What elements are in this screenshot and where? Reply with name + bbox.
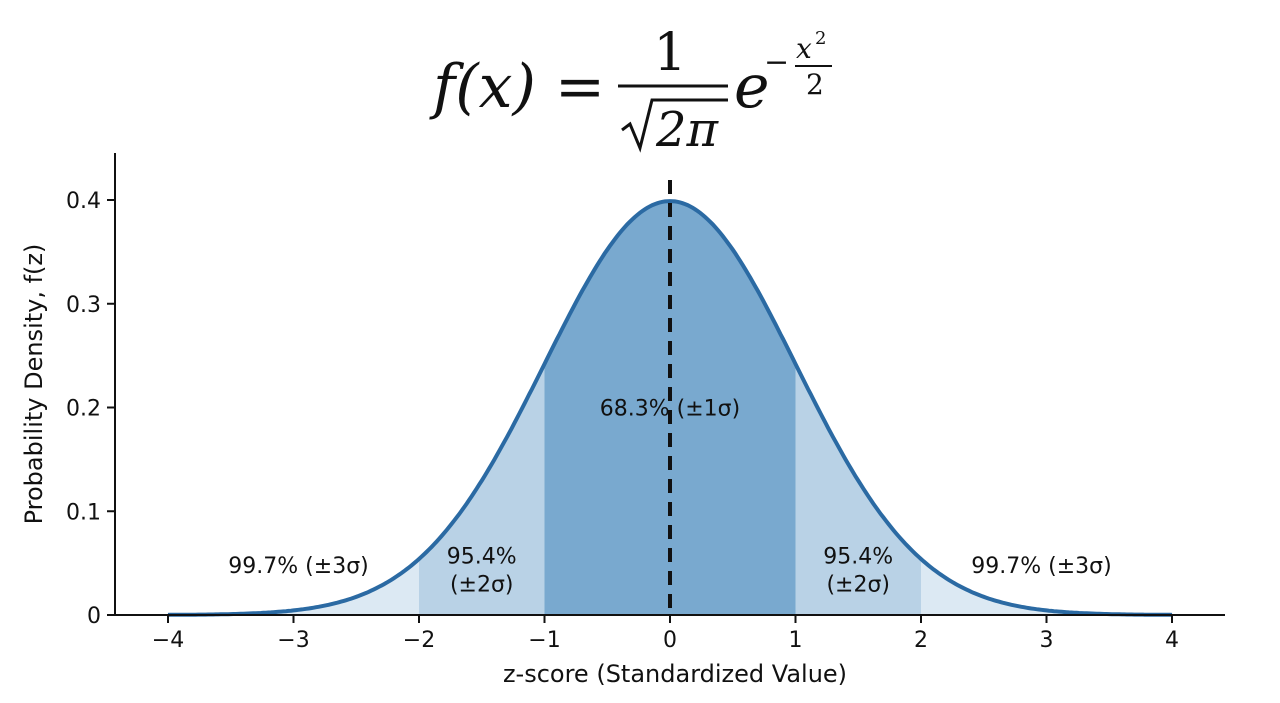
region-annotation-label: 95.4% [447,544,517,569]
y-tick-label: 0.2 [66,397,101,422]
y-tick-label: 0.1 [66,500,101,525]
region-0 [168,559,419,615]
region-annotation-label: 68.3% (±1σ) [600,397,740,422]
region-annotation-label: 99.7% (±3σ) [971,554,1111,579]
formula-numerator: 1 [653,23,686,83]
x-axis-ticks: −4 −3 −2 −1 0 1 2 3 4 [152,615,1179,653]
y-tick-label: 0.4 [66,189,101,214]
formula-lhs: f(x) = [429,52,605,122]
x-tick-label: −4 [152,628,184,653]
x-axis-label: z-score (Standardized Value) [503,660,847,688]
x-tick-label: 4 [1165,628,1179,653]
y-tick-label: 0.3 [66,293,101,318]
x-tick-label: −2 [403,628,435,653]
region-annotation-label: (±2σ) [826,572,890,597]
formula-exp-power: 2 [815,28,826,49]
x-tick-label: 2 [914,628,928,653]
formula-sqrt-sign [621,98,728,153]
formula-base: e [734,52,770,122]
x-tick-label: −1 [528,628,560,653]
y-axis-label: Probability Density, f(z) [20,244,48,525]
formula-exp-denominator: 2 [806,68,824,101]
x-tick-label: 1 [789,628,803,653]
x-tick-label: 3 [1040,628,1054,653]
x-tick-label: 0 [663,628,677,653]
region-annotations: 99.7% (±3σ) 95.4% (±2σ) 68.3% (±1σ) 95.4% (±2… [228,397,1111,598]
region-annotation-label: 95.4% [823,544,893,569]
x-tick-label: −3 [277,628,309,653]
region-annotation-label: (±2σ) [450,572,514,597]
density-curve [167,199,1173,617]
region-2 [544,201,796,615]
formula-exp-numerator: x [796,32,812,65]
region-annotation-label: 99.7% (±3σ) [228,554,368,579]
y-tick-label: 0 [87,604,101,629]
formula-denominator: 2π [655,102,720,158]
formula: f(x) = 1 2π e − x 2 2 [429,23,832,158]
region-4 [921,559,1172,615]
formula-exp-sign: − [764,45,789,80]
y-axis-ticks: 0 0.1 0.2 0.3 0.4 [66,189,115,629]
